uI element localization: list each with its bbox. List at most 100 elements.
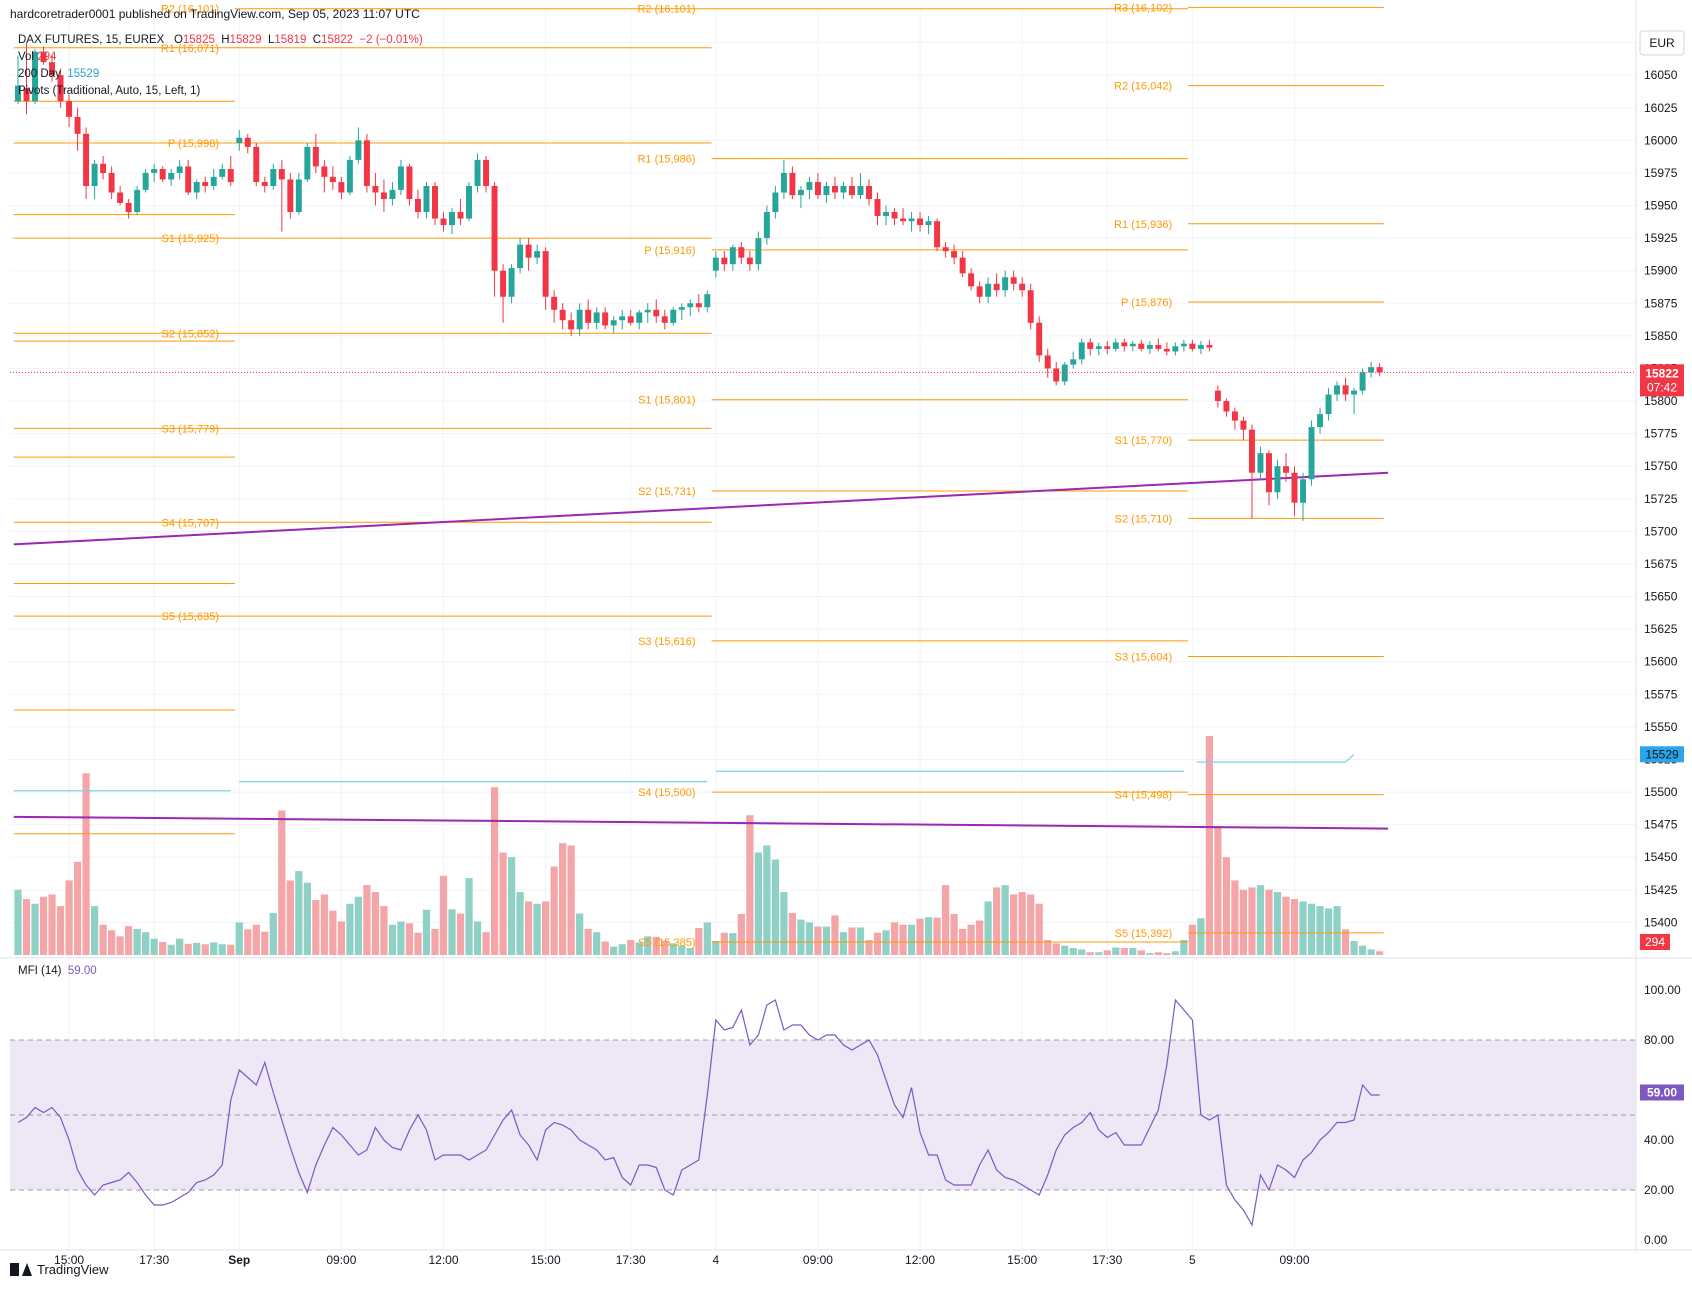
pivot-label: R1 (15,986) — [637, 154, 695, 166]
volume-bar — [1316, 906, 1324, 955]
volume-bar — [678, 945, 686, 955]
close-label: C — [312, 34, 322, 46]
pivots-legend[interactable]: Pivots (Traditional, Auto, 15, Left, 1) — [18, 85, 200, 97]
volume-bar — [695, 927, 703, 955]
volume-bar — [814, 926, 822, 955]
volume-bar — [337, 921, 345, 955]
mfi-legend[interactable]: MFI (14) 59.00 — [18, 965, 97, 977]
volume-bar — [448, 909, 456, 955]
pivot-label: S5 (15,635) — [162, 611, 219, 623]
tradingview-logo[interactable]: TradingView — [10, 1262, 109, 1277]
candle-body — [151, 169, 158, 173]
price-tick-label: 15425 — [1644, 883, 1678, 897]
volume-bar — [1163, 953, 1171, 955]
volume-bar — [933, 917, 941, 955]
candle-body — [397, 166, 404, 190]
price-tick-label: 15600 — [1644, 655, 1678, 669]
candle-body — [627, 316, 634, 323]
candle-body — [159, 169, 166, 180]
volume-bar — [490, 787, 499, 955]
volume-bar — [380, 906, 388, 955]
symbol-legend[interactable]: DAX FUTURES, 15, EUREX O15825 H15829 L15… — [18, 34, 423, 46]
volume-bar — [924, 917, 933, 955]
volume-bar — [278, 810, 286, 955]
mfi-value: 59.00 — [67, 965, 97, 977]
volume-bar — [618, 944, 626, 955]
candle-body — [142, 172, 149, 190]
volume-bar — [848, 927, 856, 955]
ma-legend[interactable]: 200 Day 15529 — [18, 68, 99, 80]
mfi-label: MFI (14) — [18, 965, 62, 977]
time-tick-label: 15:00 — [1007, 1253, 1037, 1267]
candle-body — [210, 176, 217, 186]
volume-bar — [1256, 885, 1265, 955]
volume-bar — [1273, 892, 1282, 955]
volume-bar — [167, 944, 175, 955]
pivot-label: P (15,998) — [168, 138, 219, 150]
volume-bar — [31, 903, 39, 955]
volume-bar — [346, 903, 354, 955]
volume-legend[interactable]: Vol 294 — [18, 51, 56, 63]
candle-body — [831, 185, 838, 193]
candle-body — [185, 166, 192, 193]
candle-body — [457, 212, 464, 219]
price-tick-label: 15925 — [1644, 231, 1678, 245]
open-value: 15825 — [182, 34, 215, 46]
volume-bar — [890, 922, 899, 955]
candle-body — [610, 320, 617, 326]
ma-label: 200 Day — [18, 68, 61, 80]
volume-bar — [524, 901, 533, 955]
volume-bar — [244, 929, 252, 955]
candle-body — [1061, 364, 1068, 382]
volume-bar — [993, 887, 1001, 955]
price-tick-label: 15800 — [1644, 394, 1678, 408]
volume-bar — [967, 924, 975, 955]
candle-body — [1308, 427, 1315, 480]
high-label: H — [221, 34, 230, 46]
volume-bar — [465, 878, 473, 955]
candle-body — [414, 199, 421, 213]
candle-body — [1189, 343, 1196, 349]
price-tick-label: 15950 — [1644, 199, 1678, 213]
pivot-label: S2 (15,710) — [1115, 513, 1172, 525]
candle-body — [1078, 342, 1085, 360]
volume-bar — [456, 913, 465, 955]
volume-bar — [1010, 894, 1018, 955]
candle-body — [57, 75, 64, 102]
candle-body — [738, 247, 745, 258]
volume-bar — [1341, 929, 1350, 955]
candle-body — [355, 140, 362, 160]
candle-body — [525, 244, 532, 258]
pivot-label: R2 (16,101) — [161, 4, 219, 16]
volume-bar — [1001, 885, 1009, 955]
trend-line — [13, 815, 1389, 830]
volume-bar — [763, 845, 771, 955]
tradingview-logo-icon — [10, 1263, 32, 1276]
volume-bar — [601, 941, 609, 955]
volume-bar — [1222, 857, 1231, 955]
candle-body — [874, 199, 881, 216]
volume-bar — [644, 936, 652, 955]
candle-body — [346, 159, 353, 193]
volume-bar — [90, 906, 99, 955]
volume-bar — [193, 942, 201, 955]
volume-bar — [729, 933, 737, 955]
candle-body — [900, 218, 907, 222]
candle-body — [1095, 346, 1102, 349]
volume-badge — [1640, 934, 1670, 950]
volume-bar — [1146, 953, 1154, 955]
price-tick-label: 15675 — [1644, 557, 1678, 571]
volume-bar — [252, 924, 260, 955]
candle-body — [1036, 322, 1043, 356]
vol-label: Vol — [18, 51, 34, 63]
price-tick-label: 15625 — [1644, 622, 1678, 636]
candle-body — [176, 166, 183, 173]
candle-body — [432, 185, 438, 219]
volume-bar — [414, 932, 422, 955]
volume-bar — [1197, 918, 1205, 955]
candle-body — [542, 251, 549, 297]
volume-bar — [1282, 896, 1290, 955]
volume-bar — [1035, 903, 1043, 955]
